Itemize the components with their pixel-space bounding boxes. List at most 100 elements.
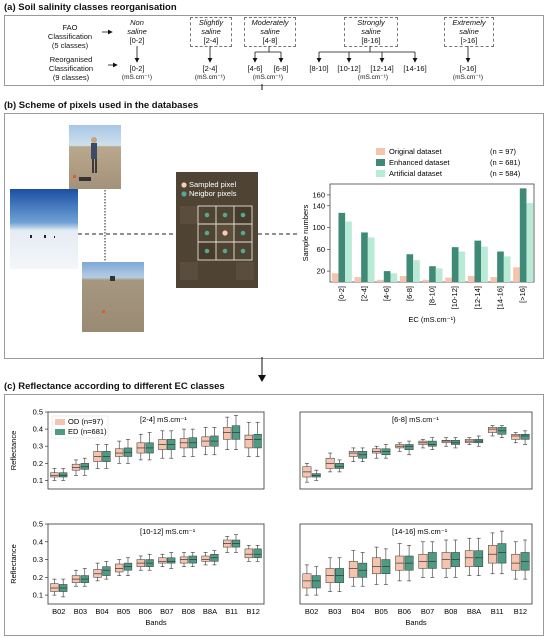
box-x-tick-label: B12 (247, 607, 260, 616)
reorg-range-0-2: [0-2] (mS.cm⁻¹) (121, 64, 153, 81)
bar-2-5 (458, 251, 466, 282)
bar-2-7 (503, 256, 511, 282)
bar-x-tick-label: [8-10] (428, 286, 437, 305)
box-x-tick-label: B04 (95, 607, 108, 616)
box-x-tick-label: B05 (117, 607, 130, 616)
section-a-arrows (102, 29, 471, 90)
box-x-tick-label: B06 (139, 607, 152, 616)
arrow-to-section-c (258, 357, 266, 382)
bar-x-tick-label: [2-4] (360, 286, 369, 301)
box-plot-frame (299, 523, 533, 605)
box-3-1-8 (497, 543, 507, 564)
field-photo-ground (82, 262, 144, 332)
bar-2-0 (345, 221, 352, 282)
box-0-0-6 (179, 438, 189, 449)
box-x-tick-label: B03 (328, 607, 341, 616)
fao-class-strongly-saline: Strongly saline [8-16] (344, 17, 398, 47)
bar-y-tick-label: 160 (312, 190, 325, 199)
box-y-tick-label: 0.5 (33, 408, 43, 417)
reorg-label: Reorganised Classification (9 classes) (48, 55, 94, 82)
bar-1-6 (474, 240, 482, 282)
box-y-tick-label: 0.2 (33, 573, 43, 582)
bar-x-tick-label: [0-2] (337, 286, 346, 301)
reorg-range-6-8: [6-8] (273, 64, 289, 73)
sample-count-bar-chart: 20 60 100 140 160 [0-2] [2-4] [4-6] [6-8] [8-10] [… (301, 147, 535, 324)
box-x-tick-label: B05 (375, 607, 388, 616)
box-x-axis-label: Bands (145, 618, 167, 627)
section-a-title: (a) Soil salinity classes reorganisation (4, 2, 177, 13)
reorg-range-gt-16: [>16] (mS.cm⁻¹) (452, 64, 484, 81)
bar-legend-n: (n = 681) (490, 158, 521, 167)
reorg-range-4-6: [4-6] (247, 64, 263, 73)
bar-0-3 (399, 276, 407, 282)
pixel-scheme-panel (176, 172, 258, 288)
bar-2-2 (390, 273, 398, 282)
reorg-range-8-10: [8-10] (309, 64, 329, 73)
bar-1-7 (497, 251, 504, 282)
bar-0-7 (490, 277, 498, 282)
box-x-tick-label: B07 (421, 607, 434, 616)
box-3-0-2 (348, 561, 358, 578)
box-0-0-1 (71, 463, 81, 471)
box-1-1-4 (404, 444, 414, 450)
box-1-0-3 (372, 448, 381, 454)
bar-1-4 (429, 266, 436, 282)
bar-1-1 (361, 232, 368, 282)
fao-label: FAO Classification (5 classes) (47, 23, 93, 50)
box-1-1-5 (427, 440, 437, 447)
bar-x-tick-label: [>16] (518, 286, 527, 303)
box-2-0-2 (93, 569, 102, 578)
bar-y-tick-label: 60 (317, 245, 325, 254)
bar-legend-swatch (376, 170, 385, 177)
bar-1-8 (519, 188, 527, 282)
box-3-1-0 (311, 575, 321, 589)
legend-neighbor-dot (181, 191, 187, 197)
box-0-1-0 (59, 472, 68, 478)
bar-legend-label: Original dataset (389, 147, 442, 156)
bar-0-1 (354, 277, 362, 282)
bar-2-4 (435, 268, 443, 282)
bar-x-tick-label: [4-6] (382, 286, 391, 301)
section-c-title: (c) Reflectance according to different E… (4, 381, 225, 392)
box-0-0-0 (50, 472, 59, 478)
box-legend-swatch (55, 429, 65, 435)
box-3-0-3 (372, 557, 381, 575)
box-0-1-9 (253, 433, 262, 449)
box-x-tick-label: B08 (182, 607, 195, 616)
box-2-1-5 (167, 557, 176, 564)
bar-2-3 (413, 260, 420, 282)
box-3-0-9 (511, 553, 521, 571)
box-x-tick-label: B07 (160, 607, 173, 616)
box-y-tick-label: 0.3 (33, 555, 43, 564)
bar-2-8 (526, 203, 534, 282)
box-x-tick-label: B04 (351, 607, 364, 616)
box-2-1-9 (253, 548, 262, 559)
box-legend-swatch (55, 419, 65, 425)
field-photo-person (69, 125, 121, 189)
reorg-unit-moderate: (mS.cm⁻¹) (252, 74, 284, 81)
box-plot-frame (47, 411, 265, 490)
bar-0-0 (331, 273, 339, 282)
reorg-unit-strong: (mS.cm⁻¹) (357, 74, 389, 81)
reorg-range-2-4: [2-4] (mS.cm⁻¹) (194, 64, 226, 81)
field-photo-salt-flat (10, 189, 78, 269)
box-2-0-5 (158, 557, 167, 564)
bar-2-6 (481, 246, 488, 282)
bar-0-4 (422, 279, 430, 282)
box-1-1-6 (451, 439, 460, 445)
box-2-0-6 (179, 556, 189, 564)
box-y-tick-label: 0.4 (33, 537, 43, 546)
box-y-tick-label: 0.2 (33, 459, 43, 468)
bar-legend-swatch (376, 159, 385, 166)
box-0-0-8 (223, 427, 232, 440)
legend-neighbor-label: Neigbor pixels (189, 189, 237, 198)
bar-legend-label: Enhanced dataset (389, 158, 450, 167)
bar-legend-label: Artificial dataset (389, 169, 443, 178)
bar-1-2 (383, 271, 391, 282)
sampled-pixel-dot (222, 230, 228, 236)
bar-1-5 (451, 247, 459, 282)
bar-0-8 (513, 267, 520, 282)
photo-connectors (78, 190, 300, 262)
box-panel-title: [6-8] mS.cm⁻¹ (392, 415, 439, 424)
bar-1-0 (338, 212, 346, 282)
